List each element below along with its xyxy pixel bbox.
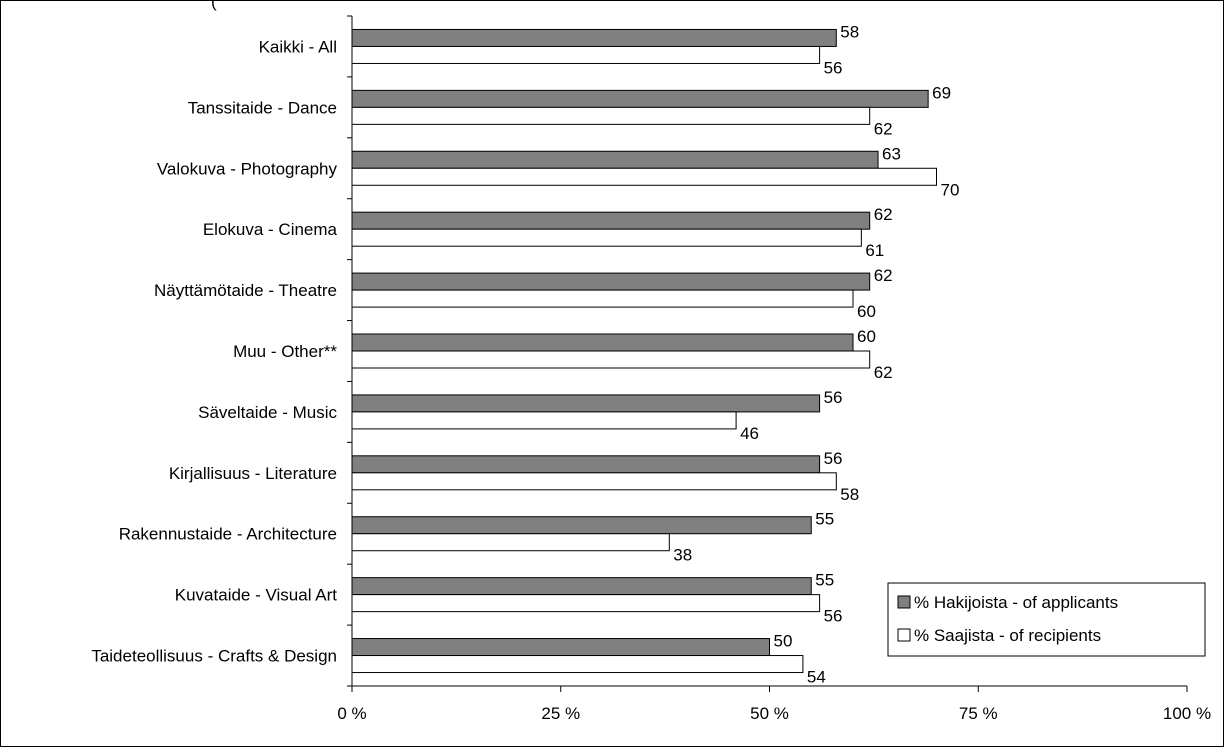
bar-recipients	[351, 228, 862, 247]
bar-recipients	[351, 472, 837, 491]
data-label-applicants: 56	[824, 449, 843, 468]
data-label-recipients: 62	[874, 363, 893, 382]
bar-recipients	[351, 350, 871, 369]
bar-applicants	[351, 516, 812, 535]
bar-recipients	[351, 533, 670, 552]
bar-recipients	[351, 289, 854, 308]
legend-swatch-applicants	[897, 595, 911, 609]
data-label-recipients: 56	[824, 58, 843, 77]
x-tick-label: 25 %	[541, 704, 580, 723]
x-tick-label: 50 %	[750, 704, 789, 723]
data-label-applicants: 58	[840, 22, 859, 41]
data-label-recipients: 56	[824, 607, 843, 626]
data-label-applicants: 55	[815, 510, 834, 529]
category-label: Rakennustaide - Architecture	[119, 525, 337, 544]
bar-recipients	[351, 167, 937, 186]
bar-applicants	[351, 28, 837, 47]
bar-applicants	[351, 455, 821, 474]
x-tick-label: 75 %	[959, 704, 998, 723]
data-label-recipients: 46	[740, 424, 759, 443]
bar-applicants	[351, 211, 871, 230]
bar-applicants	[351, 89, 929, 108]
data-label-applicants: 60	[857, 327, 876, 346]
legend-label-applicants: % Hakijoista - of applicants	[914, 593, 1118, 612]
data-label-recipients: 70	[941, 180, 960, 199]
data-label-recipients: 60	[857, 302, 876, 321]
bar-applicants	[351, 394, 821, 413]
data-label-applicants: 62	[874, 266, 893, 285]
bar-recipients	[351, 655, 804, 674]
category-label: Säveltaide - Music	[198, 403, 337, 422]
legend-swatch-recipients	[897, 628, 911, 642]
data-label-applicants: 55	[815, 571, 834, 590]
category-label: Tanssitaide - Dance	[188, 98, 337, 117]
data-label-applicants: 63	[882, 144, 901, 163]
legend: % Hakijoista - of applicants % Saajista …	[887, 582, 1206, 657]
category-label: Taideteollisuus - Crafts & Design	[91, 647, 337, 666]
category-label: Näyttämötaide - Theatre	[154, 281, 337, 300]
bar-recipients	[351, 45, 821, 64]
data-label-recipients: 62	[874, 119, 893, 138]
bar-recipients	[351, 411, 737, 430]
data-label-recipients: 54	[807, 668, 826, 687]
category-label: Muu - Other**	[233, 342, 337, 361]
data-label-recipients: 61	[865, 241, 884, 260]
bar-applicants	[351, 638, 770, 657]
legend-box	[887, 582, 1206, 657]
category-label: Valokuva - Photography	[157, 159, 338, 178]
legend-label-recipients: % Saajista - of recipients	[914, 626, 1101, 645]
bar-applicants	[351, 150, 879, 169]
bar-recipients	[351, 594, 821, 613]
x-tick-label: 0 %	[337, 704, 366, 723]
data-label-recipients: 58	[840, 485, 859, 504]
data-label-applicants: 69	[932, 83, 951, 102]
category-label: Kirjallisuus - Literature	[169, 464, 337, 483]
x-tick-label: 100 %	[1163, 704, 1211, 723]
data-label-recipients: 38	[673, 546, 692, 565]
category-label: Kuvataide - Visual Art	[175, 586, 337, 605]
bar-applicants	[351, 577, 812, 596]
data-label-applicants: 56	[824, 388, 843, 407]
category-label: Kaikki - All	[259, 37, 337, 56]
data-label-applicants: 50	[774, 632, 793, 651]
bar-applicants	[351, 272, 871, 291]
category-label: Elokuva - Cinema	[203, 220, 338, 239]
chart-title-fragment: (	[211, 1, 217, 11]
bar-applicants	[351, 333, 854, 352]
data-label-applicants: 62	[874, 205, 893, 224]
plot-area: 0 % 25 % 50 % 75 % 100 % Kaikki - All 58 56 Tans…	[91, 15, 1211, 723]
bar-recipients	[351, 106, 871, 125]
